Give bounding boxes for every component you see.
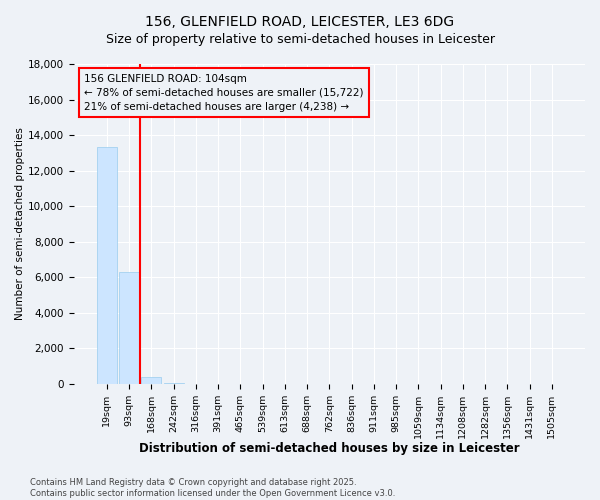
Bar	[119, 272, 139, 384]
Bar	[97, 148, 117, 384]
Text: Contains HM Land Registry data © Crown copyright and database right 2025.
Contai: Contains HM Land Registry data © Crown c…	[30, 478, 395, 498]
Text: Size of property relative to semi-detached houses in Leicester: Size of property relative to semi-detach…	[106, 32, 494, 46]
Text: 156, GLENFIELD ROAD, LEICESTER, LE3 6DG: 156, GLENFIELD ROAD, LEICESTER, LE3 6DG	[145, 15, 455, 29]
Bar	[164, 383, 184, 384]
Bar	[142, 376, 161, 384]
Y-axis label: Number of semi-detached properties: Number of semi-detached properties	[15, 128, 25, 320]
Text: 156 GLENFIELD ROAD: 104sqm
← 78% of semi-detached houses are smaller (15,722)
21: 156 GLENFIELD ROAD: 104sqm ← 78% of semi…	[84, 74, 364, 112]
X-axis label: Distribution of semi-detached houses by size in Leicester: Distribution of semi-detached houses by …	[139, 442, 520, 455]
